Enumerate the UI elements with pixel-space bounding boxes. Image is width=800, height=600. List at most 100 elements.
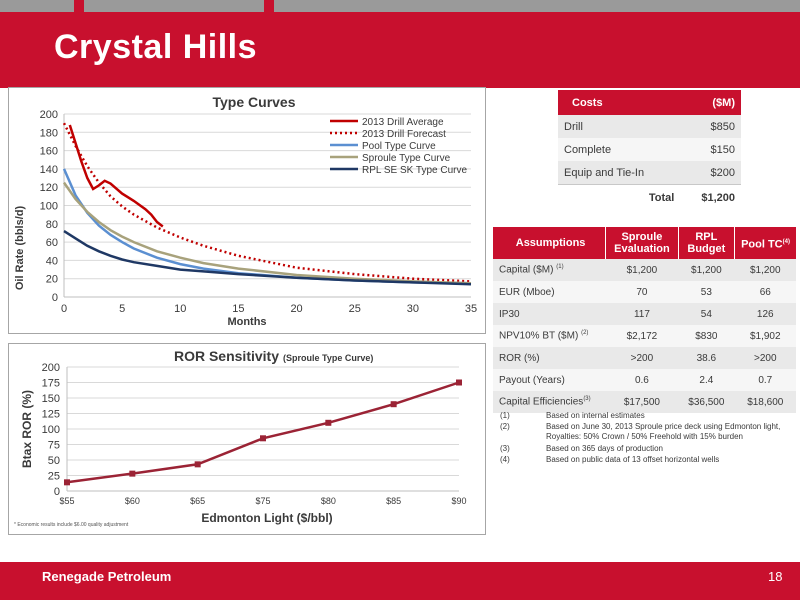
y-tick-label: 100 xyxy=(40,201,58,213)
x-tick-label: $65 xyxy=(190,496,205,506)
type-curves-title: Type Curves xyxy=(213,94,296,110)
data-point xyxy=(64,479,70,486)
type-curves-y-ticks: 0 20 40 60 80 100 120 140 160 180 200 xyxy=(40,109,58,304)
costs-header-row: Costs ($M) xyxy=(558,90,741,115)
total-value: $1,200 xyxy=(680,184,741,211)
ror-chart-title: ROR Sensitivity xyxy=(174,348,279,364)
series-line xyxy=(63,230,472,286)
cell: 54 xyxy=(678,303,735,325)
row-label: Payout (Years) xyxy=(493,369,606,391)
x-tick-label: 35 xyxy=(465,303,477,315)
table-row: Drill $850 xyxy=(558,115,741,138)
page-title: Crystal Hills xyxy=(54,28,258,66)
y-tick-label: 0 xyxy=(52,292,58,304)
ror-footnote: * Economic results include $6.00 quality… xyxy=(14,522,129,528)
costs-header-unit: ($M) xyxy=(680,90,741,115)
footnote-number: (1) xyxy=(500,411,510,420)
data-point xyxy=(194,461,201,468)
table-row: Payout (Years) 0.6 2.4 0.7 xyxy=(493,369,796,391)
table-row: Capital ($M) (1) $1,200 $1,200 $1,200 xyxy=(493,259,796,281)
x-tick-label: 25 xyxy=(349,303,361,315)
type-curves-x-ticks: 0 5 10 15 20 25 30 35 xyxy=(61,303,477,315)
footnote-text: Based on public data of 13 offset horizo… xyxy=(546,455,720,464)
ror-gridlines xyxy=(66,366,459,492)
table-row: EUR (Mboe) 70 53 66 xyxy=(493,281,796,303)
company-name: Renegade Petroleum xyxy=(42,569,172,584)
row-label: NPV10% BT ($M) xyxy=(499,330,579,342)
x-tick-label: $90 xyxy=(451,496,466,506)
type-curves-gridlines xyxy=(63,113,471,298)
x-tick-label: 5 xyxy=(119,303,125,315)
y-tick-label: 75 xyxy=(48,440,60,452)
cost-value: $850 xyxy=(680,115,741,138)
sproule-header: Sproule Evaluation xyxy=(605,227,679,259)
row-note: (2) xyxy=(581,330,589,337)
x-tick-label: 30 xyxy=(407,303,419,315)
y-tick-label: 180 xyxy=(40,127,58,139)
row-note: (1) xyxy=(556,264,564,271)
table-row: NPV10% BT ($M) (2) $2,172 $830 $1,902 xyxy=(493,325,796,347)
ror-y-ticks: 0 25 50 75 100 125 150 175 200 xyxy=(42,362,60,498)
y-tick-label: 200 xyxy=(42,362,60,374)
cell: $1,200 xyxy=(734,259,796,281)
cost-value: $150 xyxy=(680,138,741,161)
cell: 70 xyxy=(605,281,679,303)
cell: $1,200 xyxy=(678,259,735,281)
costs-total-row: Total $1,200 xyxy=(558,184,741,211)
cost-label: Complete xyxy=(558,138,681,161)
y-tick-label: 80 xyxy=(46,219,58,231)
data-point xyxy=(260,435,266,442)
y-tick-label: 40 xyxy=(46,255,58,267)
y-tick-label: 140 xyxy=(40,164,58,176)
cell: 53 xyxy=(678,281,735,303)
costs-header-label: Costs xyxy=(558,90,681,115)
cell: 0.7 xyxy=(734,369,796,391)
data-point xyxy=(325,419,332,426)
y-tick-label: 25 xyxy=(48,471,60,483)
row-label: ROR (%) xyxy=(493,347,606,369)
x-tick-label: $60 xyxy=(125,496,140,506)
legend-label: RPL SE SK Type Curve xyxy=(362,165,467,176)
data-point xyxy=(456,379,462,386)
cell: $17,500 xyxy=(605,391,679,413)
y-tick-label: 100 xyxy=(42,424,60,436)
assumptions-header: Assumptions xyxy=(493,227,606,259)
cell: $1,200 xyxy=(605,259,679,281)
row-label: Capital Efficiencies xyxy=(499,396,584,408)
assumptions-header-row: Assumptions Sproule Evaluation RPL Budge… xyxy=(493,227,796,259)
row-note: (3) xyxy=(583,396,591,403)
cell: >200 xyxy=(605,347,679,369)
row-label: Capital ($M) xyxy=(499,264,554,276)
row-label: EUR (Mboe) xyxy=(493,281,606,303)
ror-sensitivity-chart: 0 25 50 75 100 125 150 175 200 $55 $60 $65 $75 $80 $8… xyxy=(20,348,467,525)
legend-label: Sproule Type Curve xyxy=(362,153,451,164)
type-curves-x-label: Months xyxy=(227,316,266,328)
header-stripe xyxy=(84,0,264,12)
cost-label: Equip and Tie-In xyxy=(558,161,681,185)
ror-series xyxy=(64,379,462,486)
page-number: 18 xyxy=(768,569,783,584)
cell: $18,600 xyxy=(734,391,796,413)
y-tick-label: 120 xyxy=(40,182,58,194)
cell: 117 xyxy=(605,303,679,325)
cost-label: Drill xyxy=(558,115,681,138)
series-line xyxy=(62,168,472,285)
pool-tc-note: (4) xyxy=(782,238,790,245)
data-point xyxy=(390,401,397,408)
cell: 2.4 xyxy=(678,369,735,391)
x-tick-label: $55 xyxy=(59,496,74,506)
header-stripe xyxy=(274,0,800,12)
y-tick-label: 125 xyxy=(42,409,60,421)
table-row: IP30 117 54 126 xyxy=(493,303,796,325)
costs-table: Costs ($M) Drill $850 Complete $150 Equi… xyxy=(558,90,741,211)
y-tick-label: 0 xyxy=(54,486,60,498)
pool-tc-header: Pool TC(4) xyxy=(734,227,796,259)
y-tick-label: 20 xyxy=(46,274,58,286)
footnote-number: (4) xyxy=(500,455,510,464)
cell: $1,902 xyxy=(734,325,796,347)
type-curves-series xyxy=(62,122,472,286)
cell: $36,500 xyxy=(678,391,735,413)
footnote-text: Based on 365 days of production xyxy=(546,444,663,453)
ror-chart-subtitle: (Sproule Type Curve) xyxy=(283,353,373,363)
